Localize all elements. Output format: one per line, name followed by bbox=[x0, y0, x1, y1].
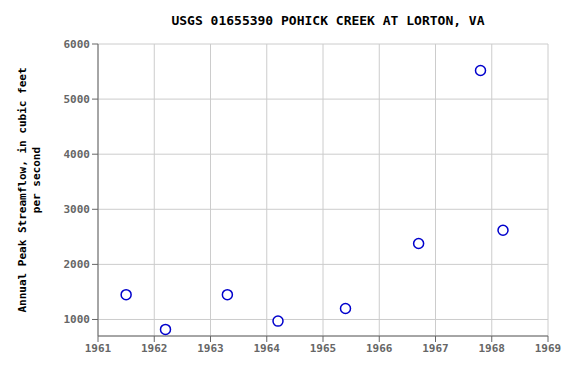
svg-text:4000: 4000 bbox=[64, 148, 91, 161]
html-text:USGS 01655390 POHICK CREEK AT: USGS 01655390 POHICK CREEK AT LORTON, VA bbox=[171, 13, 485, 28]
svg-text:3000: 3000 bbox=[64, 203, 91, 216]
svg-text:1964: 1964 bbox=[254, 342, 281, 355]
svg-text:1962: 1962 bbox=[141, 342, 168, 355]
svg-text:1963: 1963 bbox=[197, 342, 224, 355]
svg-text:1965: 1965 bbox=[310, 342, 337, 355]
svg-text:2000: 2000 bbox=[64, 258, 91, 271]
svg-text:5000: 5000 bbox=[64, 93, 91, 106]
svg-text:1967: 1967 bbox=[422, 342, 449, 355]
html-text:Annual Peak Streamflow, in cub: Annual Peak Streamflow, in cubic feet pe… bbox=[16, 67, 43, 313]
svg-text:1968: 1968 bbox=[479, 342, 506, 355]
svg-text:1000: 1000 bbox=[64, 313, 91, 326]
svg-text:1961: 1961 bbox=[85, 342, 112, 355]
svg-text:1966: 1966 bbox=[366, 342, 393, 355]
svg-text:1969: 1969 bbox=[535, 342, 562, 355]
svg-text:6000: 6000 bbox=[64, 38, 91, 51]
